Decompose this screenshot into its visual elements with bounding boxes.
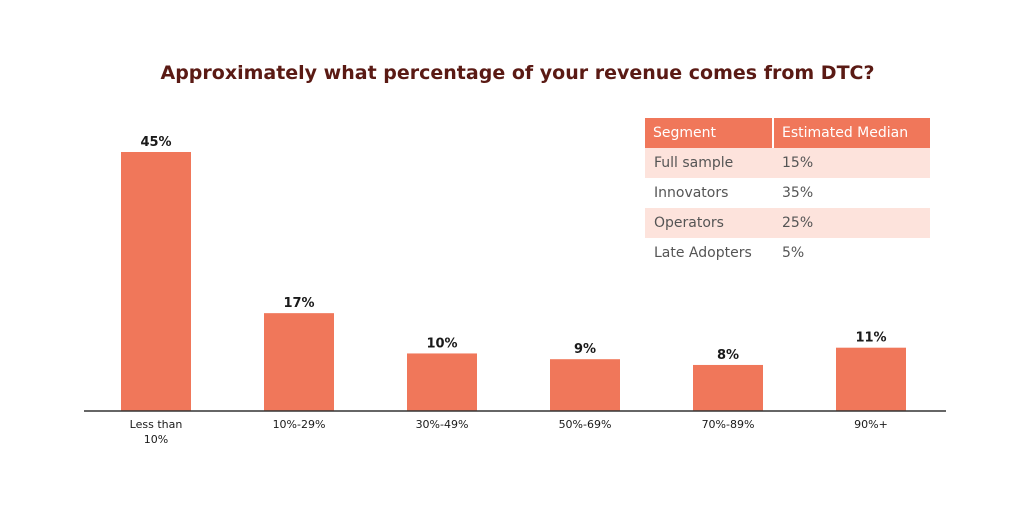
x-tick-label: 90%+ [854,418,888,431]
x-tick-label-line: 90%+ [854,418,888,431]
x-tick-label-line: 10% [144,433,168,446]
data-label: 9% [574,342,596,357]
table-header-segment: Segment [645,118,774,148]
x-tick-label-line: Less than [130,418,183,431]
x-tick-label: Less than 10% [130,418,183,446]
data-label: 8% [717,348,739,363]
bar-5 [693,364,763,411]
segment-median-table: Segment Estimated Median Full sample 15%… [645,118,930,268]
table-cell-median: 25% [782,215,814,231]
x-tick-label-line: 10%-29% [273,418,326,431]
x-tick-label: 30%-49% [416,418,469,431]
x-tick-label: 70%-89% [702,418,755,431]
table-row: Operators 25% [645,208,930,238]
bar-3 [407,353,477,411]
table-row: Late Adopters 5% [645,238,930,268]
table-cell-segment: Operators [654,215,724,231]
x-tick-label: 10%-29% [273,418,326,431]
bar-6 [836,347,906,411]
table-header-median: Estimated Median [773,118,930,148]
chart-title: Approximately what percentage of your re… [160,62,875,84]
table-cell-segment: Innovators [654,185,729,201]
x-tick-label: 50%-69% [559,418,612,431]
x-tick-label-line: 30%-49% [416,418,469,431]
table-cell-segment: Late Adopters [654,245,752,261]
bar-4 [550,359,620,411]
table-cell-median: 35% [782,185,814,201]
table-row: Full sample 15% [645,148,930,178]
table-row: Innovators 35% [645,178,930,208]
bar-2 [264,313,334,411]
table-cell-median: 15% [782,155,814,171]
data-label: 45% [140,135,171,150]
bar-1 [121,152,191,411]
table-cell-segment: Full sample [654,155,734,171]
data-label: 17% [283,296,314,311]
x-tick-label-line: 70%-89% [702,418,755,431]
bars-layer: 45% Less than 10% 17% 10%-29% 10% 30%-49% 9% 50%… [121,135,906,446]
x-tick-label-line: 50%-69% [559,418,612,431]
data-label: 11% [855,331,886,346]
table-header-row: Segment Estimated Median [645,118,930,148]
data-label: 10% [426,336,457,351]
table-cell-median: 5% [782,245,805,261]
